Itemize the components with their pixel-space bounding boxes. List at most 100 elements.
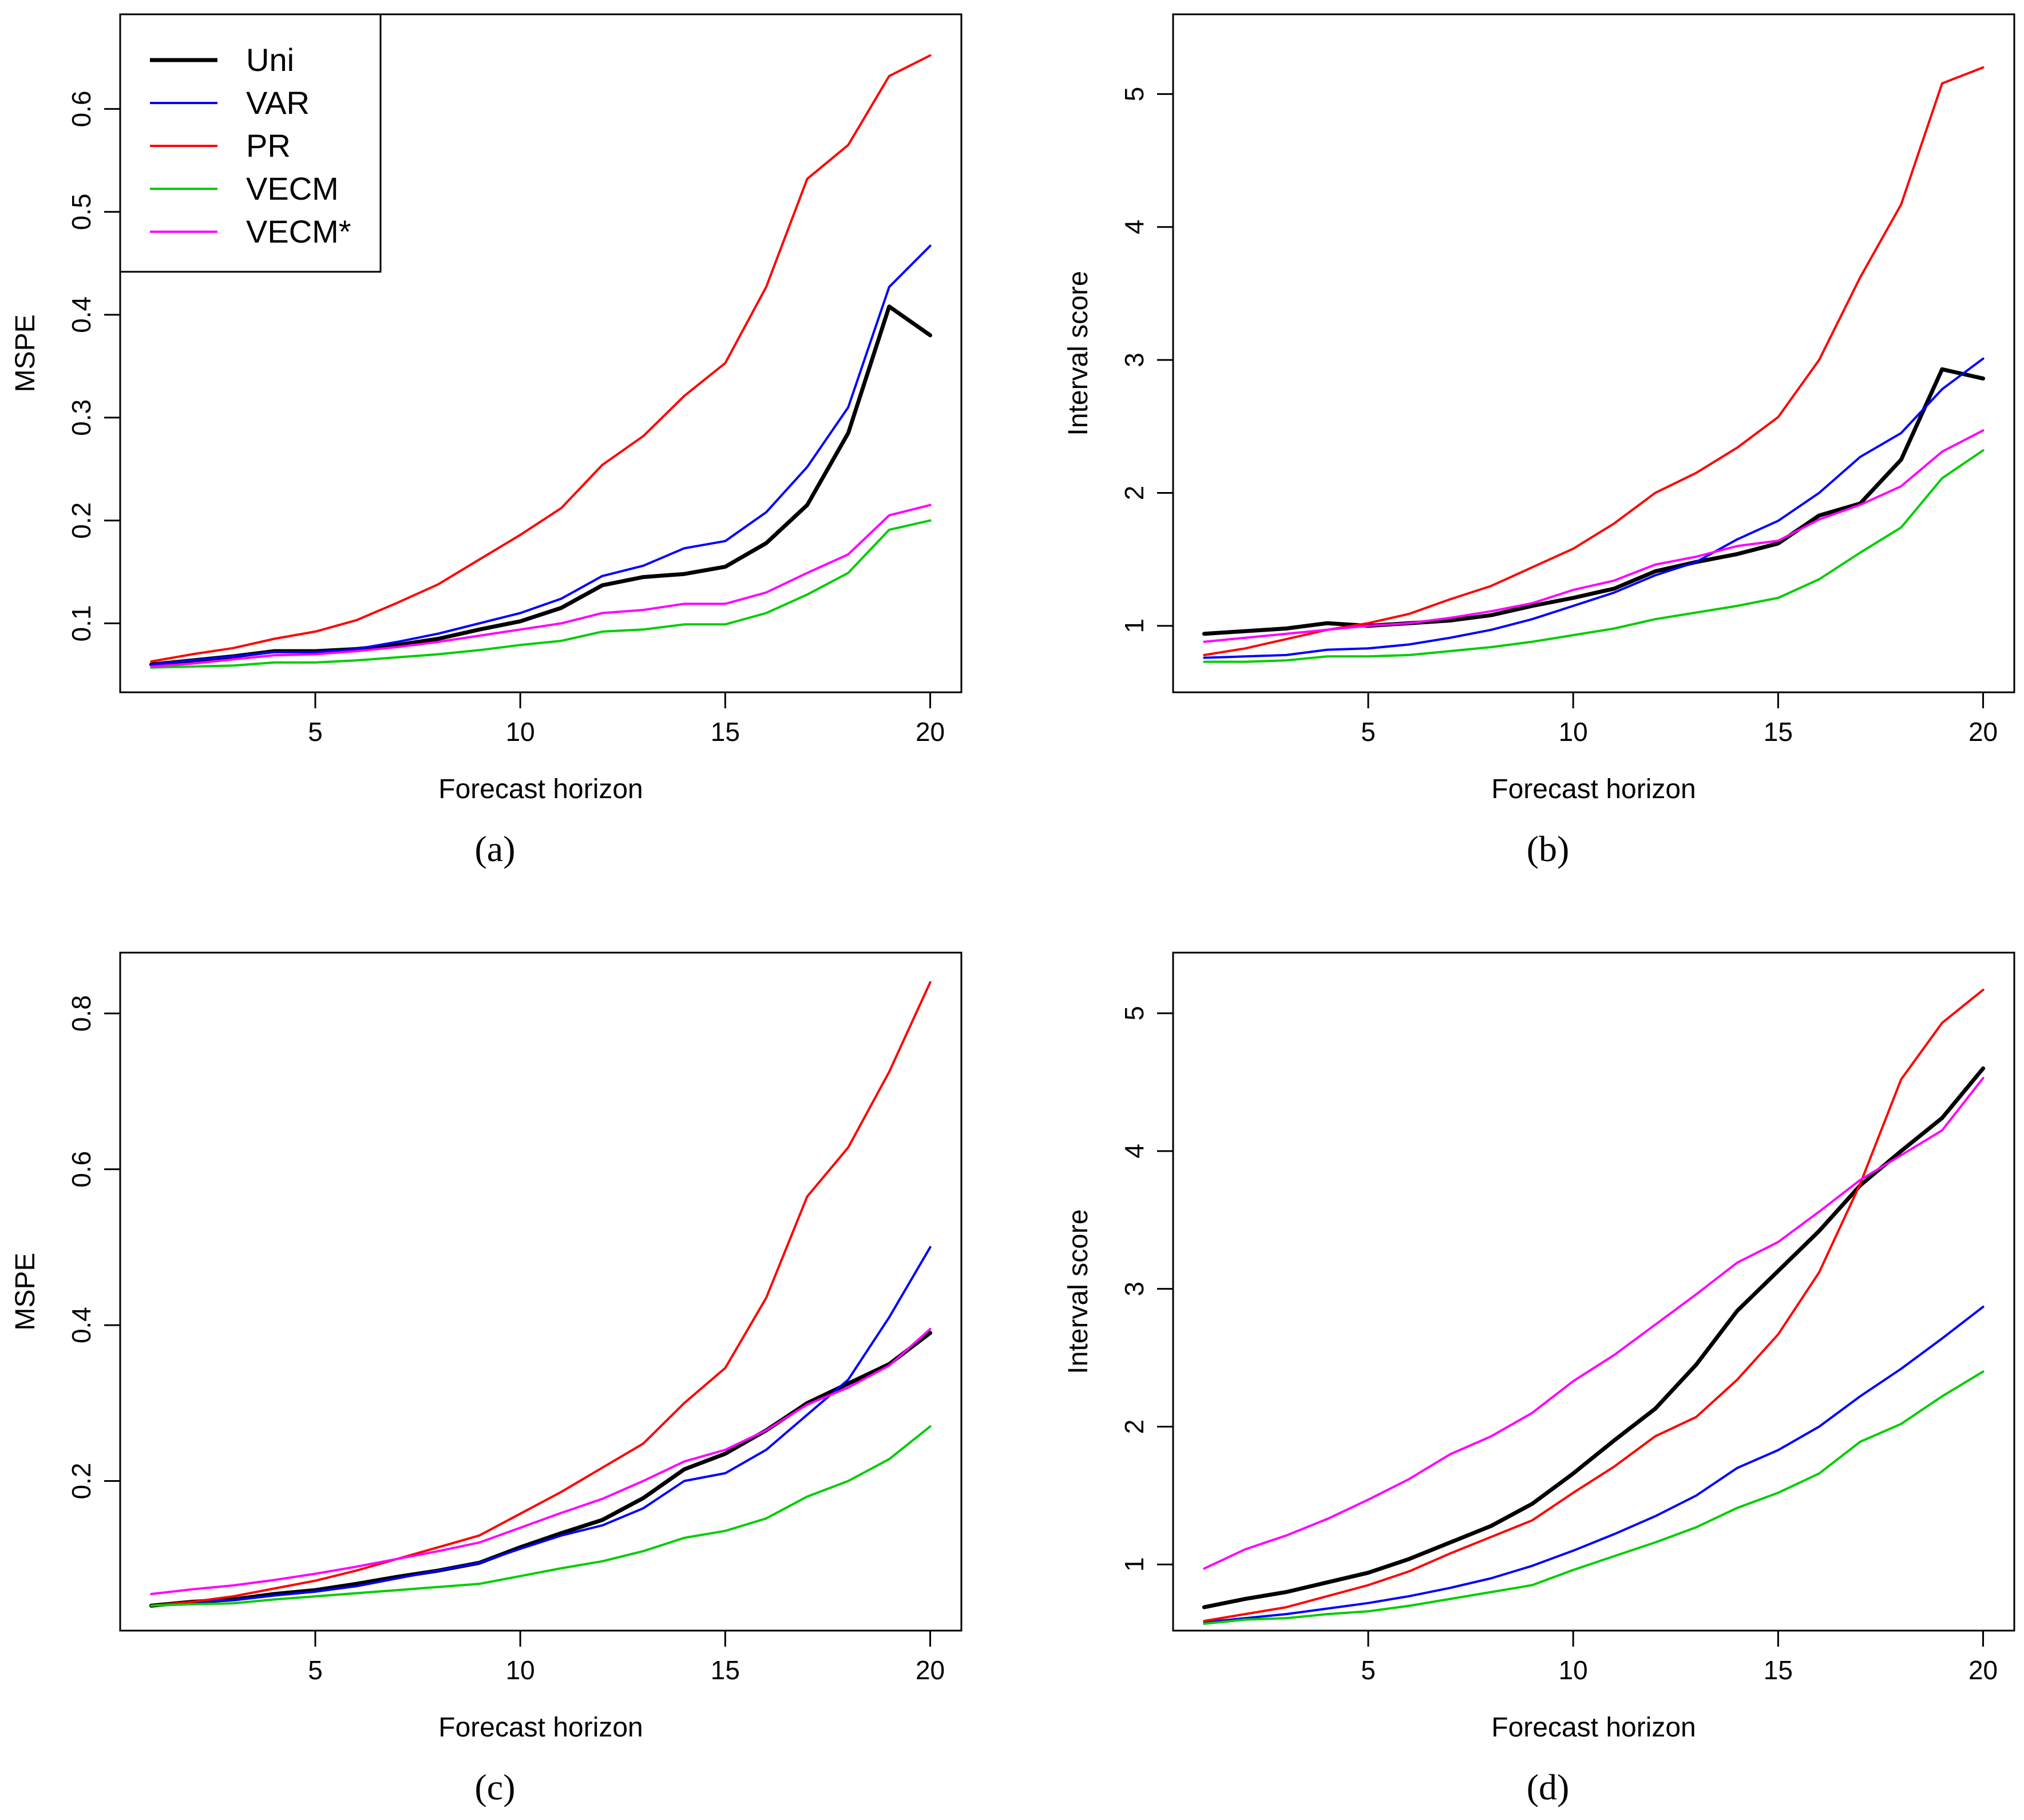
series-line-vecm-star — [150, 503, 932, 668]
series-line-vecm — [1203, 449, 1985, 663]
x-tick-label: 10 — [506, 1655, 535, 1685]
legend-label: PR — [246, 128, 291, 164]
x-tick-label: 15 — [711, 717, 740, 747]
y-tick-label: 0.1 — [66, 605, 96, 642]
y-axis-label: MSPE — [10, 1252, 41, 1330]
x-axis: 5 10 15 20 Forecast horizon — [1361, 1631, 1998, 1743]
series-line-uni — [149, 304, 933, 667]
y-axis: 1 2 3 4 5 Interval score — [1063, 87, 1173, 633]
series-line-uni — [149, 1331, 933, 1608]
y-axis: 0.1 0.2 0.3 0.4 0.5 0.6 MSPE — [10, 90, 120, 641]
y-tick-label: 4 — [1119, 1144, 1149, 1159]
y-tick-label: 5 — [1119, 87, 1149, 102]
y-tick-label: 0.5 — [66, 193, 96, 230]
plot-frame — [1172, 13, 2015, 693]
y-axis-label: MSPE — [10, 314, 41, 392]
series-group — [149, 54, 933, 669]
x-tick-label: 15 — [711, 1655, 740, 1685]
series-group — [149, 981, 933, 1608]
x-axis: 5 10 15 20 Forecast horizon — [308, 692, 945, 804]
panel-label: (b) — [1527, 828, 1570, 869]
series-line-vecm-star — [150, 1327, 932, 1595]
panel-d: 5 10 15 20 Forecast horizon 1 2 3 4 5 Interval sco… — [1063, 951, 2015, 1807]
y-tick-label: 0.4 — [66, 296, 96, 333]
series-line-var — [1203, 1306, 1985, 1624]
panel-c: 5 10 15 20 Forecast horizon 0.2 0.4 0.6 0.8 MSPE (… — [10, 951, 963, 1807]
x-tick-label: 15 — [1764, 1655, 1793, 1685]
x-axis-label: Forecast horizon — [438, 774, 643, 804]
x-tick-label: 5 — [308, 717, 323, 747]
y-axis-label: Interval score — [1063, 271, 1094, 435]
series-line-var — [150, 244, 932, 666]
legend-item: PR — [150, 128, 291, 164]
series-line-pr — [1203, 989, 1985, 1623]
plot-frame — [119, 951, 963, 1632]
legend-label: VAR — [246, 85, 310, 121]
x-tick-label: 10 — [1559, 1655, 1588, 1685]
y-tick-label: 4 — [1119, 220, 1149, 235]
y-tick-label: 0.6 — [66, 1151, 96, 1188]
panel-b: 5 10 15 20 Forecast horizon 1 2 3 4 5 Interval sco… — [1063, 13, 2015, 869]
x-tick-label: 10 — [1559, 717, 1588, 747]
x-axis: 5 10 15 20 Forecast horizon — [1361, 692, 1998, 804]
x-tick-label: 10 — [506, 717, 535, 747]
series-group — [1202, 66, 1986, 663]
x-tick-label: 5 — [1361, 1655, 1376, 1685]
legend-label: Uni — [246, 42, 294, 78]
y-tick-label: 0.3 — [66, 399, 96, 436]
legend-label: VECM* — [246, 213, 351, 249]
x-tick-label: 5 — [308, 1655, 323, 1685]
y-axis: 0.2 0.4 0.6 0.8 MSPE — [10, 995, 120, 1499]
x-axis: 5 10 15 20 Forecast horizon — [308, 1631, 945, 1743]
panel-label: (c) — [474, 1767, 515, 1807]
x-tick-label: 20 — [1968, 1655, 1998, 1685]
series-line-pr — [1203, 66, 1985, 656]
y-tick-label: 3 — [1119, 1282, 1149, 1296]
series-line-uni — [1202, 367, 1986, 636]
series-line-pr — [150, 981, 932, 1607]
legend-item: Uni — [150, 42, 294, 78]
y-axis: 1 2 3 4 5 Interval score — [1063, 1006, 1173, 1572]
y-tick-label: 2 — [1119, 486, 1149, 501]
x-axis-label: Forecast horizon — [438, 1712, 643, 1743]
plot-frame — [1172, 951, 2015, 1632]
y-axis-label: Interval score — [1063, 1209, 1094, 1374]
y-tick-label: 0.8 — [66, 995, 96, 1032]
plot-frame — [119, 13, 963, 693]
x-tick-label: 20 — [1968, 717, 1998, 747]
x-axis-label: Forecast horizon — [1491, 774, 1696, 804]
legend-box — [119, 13, 382, 273]
y-tick-label: 0.6 — [66, 90, 96, 127]
x-tick-label: 20 — [916, 717, 945, 747]
y-tick-label: 1 — [1119, 618, 1149, 633]
x-tick-label: 20 — [916, 1655, 945, 1685]
series-line-vecm — [1203, 1370, 1985, 1625]
series-line-var — [1203, 357, 1985, 659]
x-tick-label: 15 — [1764, 717, 1793, 747]
legend-item: VAR — [150, 85, 310, 121]
y-tick-label: 5 — [1119, 1006, 1149, 1021]
series-line-vecm — [150, 519, 932, 669]
panel-label: (a) — [474, 828, 515, 869]
x-axis-label: Forecast horizon — [1491, 1712, 1696, 1743]
series-line-vecm — [150, 1425, 932, 1607]
series-group — [1202, 989, 1986, 1625]
series-line-vecm-star — [1203, 429, 1985, 643]
legend: Uni VAR PR VECM VECM* — [119, 13, 382, 273]
panel-label: (d) — [1527, 1767, 1570, 1807]
x-tick-label: 5 — [1361, 717, 1376, 747]
y-tick-label: 0.4 — [66, 1307, 96, 1343]
y-tick-label: 1 — [1119, 1557, 1149, 1572]
y-tick-label: 2 — [1119, 1419, 1149, 1434]
legend-item: VECM* — [150, 213, 351, 249]
y-tick-label: 0.2 — [66, 1463, 96, 1500]
legend-label: VECM — [246, 170, 339, 207]
y-tick-label: 0.2 — [66, 502, 96, 539]
legend-item: VECM — [150, 170, 339, 207]
series-line-vecm-star — [1203, 1077, 1985, 1570]
y-tick-label: 3 — [1119, 352, 1149, 367]
series-line-uni — [1202, 1066, 1986, 1609]
series-line-pr — [150, 54, 932, 663]
